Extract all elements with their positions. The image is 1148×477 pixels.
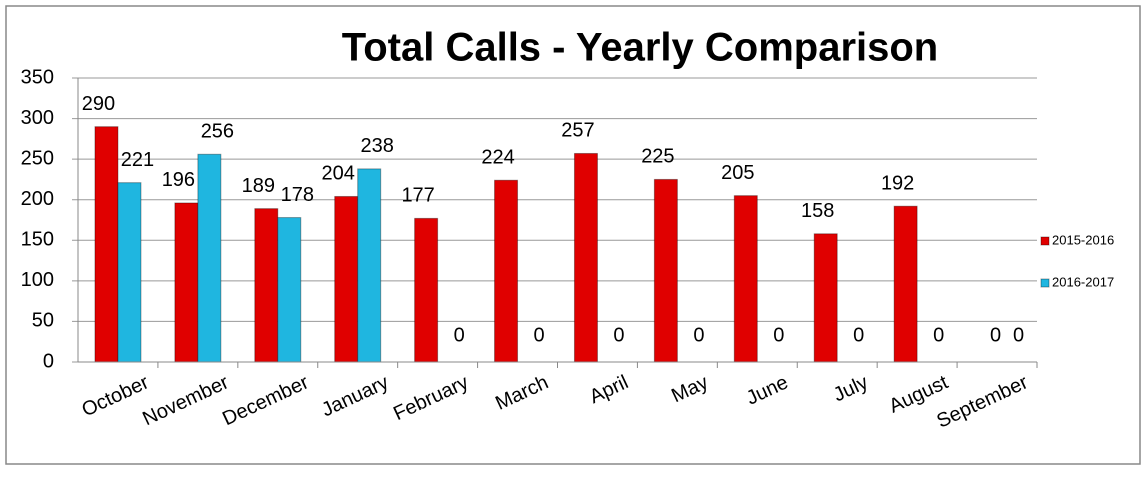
bar (813, 233, 838, 363)
legend-label: 2016-2017 (1052, 274, 1114, 289)
data-label: 225 (641, 146, 674, 168)
legend-swatch (1040, 278, 1050, 288)
y-tick-label: 300 (21, 107, 54, 129)
y-tick-label: 200 (21, 188, 54, 210)
y-tick-label: 250 (21, 147, 54, 169)
bar (653, 178, 678, 363)
bar (414, 217, 439, 363)
data-label: 257 (561, 120, 594, 142)
data-label: 0 (773, 324, 784, 346)
bar (893, 205, 918, 363)
data-label: 204 (322, 163, 355, 185)
data-label: 0 (454, 324, 465, 346)
y-tick-label: 150 (21, 229, 54, 251)
bar (573, 152, 598, 363)
bar (117, 182, 142, 363)
data-label: 205 (721, 162, 754, 184)
bar (277, 217, 302, 363)
data-label: 224 (481, 147, 514, 169)
data-label: 256 (201, 121, 234, 143)
data-label: 192 (881, 172, 914, 194)
bar (94, 126, 119, 363)
data-label: 196 (162, 169, 195, 191)
data-label: 0 (533, 324, 544, 346)
data-label: 0 (693, 324, 704, 346)
bar (197, 153, 222, 363)
legend-label: 2015-2016 (1052, 232, 1114, 247)
chart-title: Total Calls - Yearly Comparison (342, 26, 938, 70)
bar (733, 195, 758, 363)
bar (357, 168, 382, 363)
bar (334, 195, 359, 363)
data-label: 0 (933, 324, 944, 346)
y-tick-label: 50 (32, 310, 54, 332)
y-tick-label: 350 (21, 66, 54, 88)
legend-swatch (1040, 236, 1050, 246)
y-tick-label: 0 (43, 350, 54, 372)
data-label: 238 (361, 135, 394, 157)
y-tick-label: 100 (21, 269, 54, 291)
bar (174, 202, 199, 363)
data-label: 0 (1013, 324, 1024, 346)
bar (254, 208, 279, 363)
data-label: 290 (82, 93, 115, 115)
data-label: 189 (242, 175, 275, 197)
data-label: 0 (853, 324, 864, 346)
data-label: 221 (121, 149, 154, 171)
data-label: 177 (401, 185, 434, 207)
bar (494, 179, 519, 363)
data-label: 0 (990, 324, 1001, 346)
data-label: 0 (613, 324, 624, 346)
data-label: 178 (281, 184, 314, 206)
data-label: 158 (801, 200, 834, 222)
